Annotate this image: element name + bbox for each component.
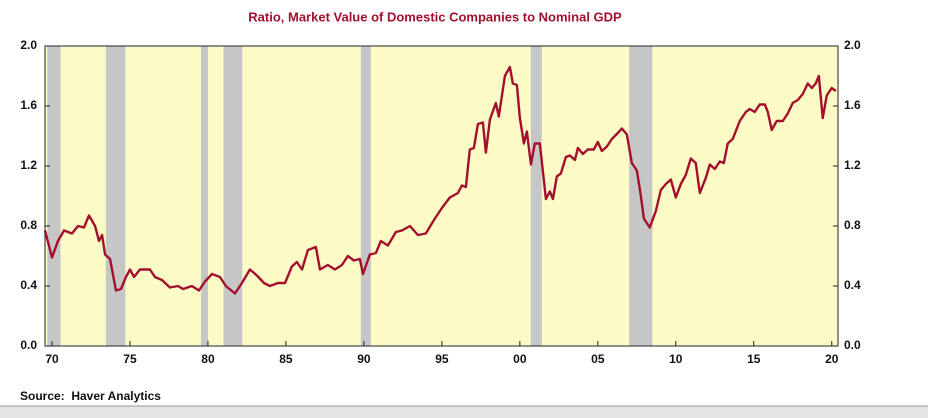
x-tick-label: 80 <box>201 352 215 366</box>
x-tick-label: 10 <box>669 352 683 366</box>
x-tick-label: 15 <box>747 352 761 366</box>
y2-tick-label: 1.2 <box>844 158 861 172</box>
x-tick-label: 90 <box>357 352 371 366</box>
footer-band <box>0 406 928 418</box>
plot-background <box>45 46 838 346</box>
source-note: Source: Haver Analytics <box>20 389 161 403</box>
y-tick-label: 0.8 <box>20 218 37 232</box>
x-tick-label: 75 <box>123 352 137 366</box>
data-line <box>43 65 837 295</box>
y2-tick-label: 2.0 <box>844 38 861 52</box>
recession-band <box>105 46 126 346</box>
y2-tick-label: 0.8 <box>844 218 861 232</box>
y-tick-label: 1.6 <box>20 98 37 112</box>
x-tick-label: 95 <box>435 352 449 366</box>
x-tick-label: 70 <box>45 352 59 366</box>
recession-band <box>530 46 542 346</box>
y-tick-label: 0.0 <box>20 338 37 352</box>
x-tick-label: 20 <box>825 352 839 366</box>
recession-band <box>47 46 61 346</box>
recession-band <box>360 46 371 346</box>
x-tick-label: 00 <box>513 352 527 366</box>
x-tick-label: 85 <box>279 352 293 366</box>
y2-tick-label: 1.6 <box>844 98 861 112</box>
chart-title: Ratio, Market Value of Domestic Companie… <box>248 9 622 24</box>
x-tick-label: 05 <box>591 352 605 366</box>
y-tick-label: 1.2 <box>20 158 37 172</box>
y2-tick-label: 0.4 <box>844 278 861 292</box>
y-tick-label: 2.0 <box>20 38 37 52</box>
y2-tick-label: 0.0 <box>844 338 861 352</box>
recession-band <box>223 46 243 346</box>
y-tick-label: 0.4 <box>20 278 37 292</box>
recession-band <box>200 46 208 346</box>
